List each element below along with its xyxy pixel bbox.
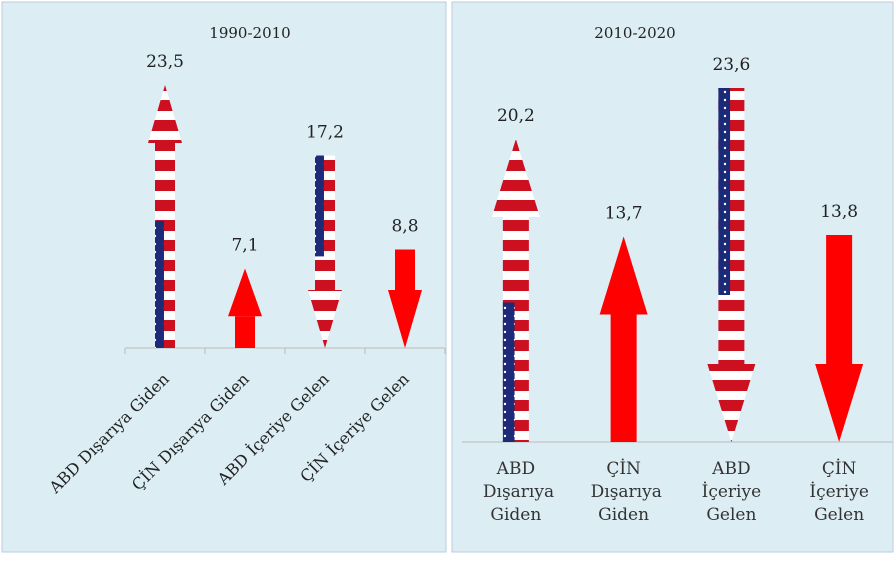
- arrow: [388, 249, 422, 348]
- value-label: 23,6: [712, 55, 750, 75]
- category-label: ABD İçeriye Gelen: [701, 459, 762, 525]
- category-label-box: ÇİN İçeriye Gelen: [809, 459, 869, 525]
- arrow: [707, 88, 756, 442]
- arrow: [228, 268, 262, 348]
- arrow-head: [491, 139, 540, 217]
- arrow-head: [308, 290, 342, 348]
- chart-title: 1990-2010: [209, 24, 290, 42]
- value-label: 17,2: [306, 123, 344, 143]
- arrow-shaft: [826, 235, 853, 364]
- flag-canton: [502, 302, 515, 442]
- value-label: 13,8: [820, 202, 858, 222]
- value-label: 23,5: [146, 52, 184, 72]
- flag-canton: [155, 220, 164, 348]
- arrow: [815, 235, 864, 442]
- arrow-head: [148, 85, 182, 143]
- arrow: [308, 155, 342, 348]
- arrow: [599, 236, 648, 442]
- category-label: ÇİN İçeriye Gelen: [809, 459, 869, 525]
- chart-title: 2010-2020: [594, 24, 675, 42]
- arrow-head: [388, 290, 422, 348]
- arrow: [148, 85, 182, 348]
- category-label: ÇİN Dışarıya Giden: [590, 459, 662, 525]
- category-label-box: ABD İçeriye Gelen: [701, 459, 762, 525]
- arrow-head: [599, 236, 648, 315]
- arrow-shaft: [395, 249, 415, 290]
- category-label-box: ÇİN Dışarıya Giden: [590, 459, 662, 525]
- value-label: 8,8: [391, 217, 418, 237]
- value-label: 7,1: [231, 236, 258, 256]
- arrow-head: [707, 364, 756, 442]
- value-label: 20,2: [497, 106, 535, 126]
- value-label: 13,7: [605, 204, 643, 224]
- flag-canton: [315, 155, 324, 257]
- arrow-shaft: [235, 316, 255, 348]
- arrow-head: [228, 268, 262, 317]
- arrow-shaft: [610, 314, 637, 442]
- flag-canton: [718, 88, 731, 295]
- arrow-head: [815, 364, 864, 442]
- category-label-box: ABD Dışarıya Giden: [482, 459, 555, 525]
- panel: [1, 1, 447, 553]
- category-label: ABD Dışarıya Giden: [482, 459, 555, 525]
- arrow: [491, 139, 540, 442]
